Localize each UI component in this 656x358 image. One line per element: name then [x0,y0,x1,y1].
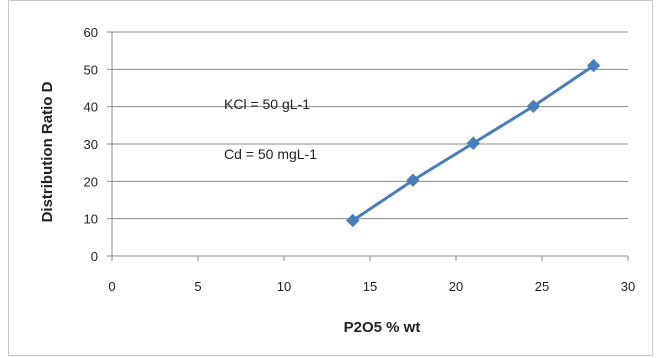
y-tick-label: 20 [84,174,98,189]
data-point [586,58,601,73]
y-tick-label: 60 [84,25,98,40]
annotation-text: Cd = 50 mgL-1 [224,146,317,162]
y-tick-label: 40 [84,100,98,115]
x-tick-label: 10 [277,279,291,294]
data-point [466,136,480,150]
x-tick-label: 30 [621,279,635,294]
y-tick-label: 50 [84,62,98,77]
x-tick-label: 15 [363,279,377,294]
x-tick-label: 0 [108,279,115,294]
y-tick-label: 30 [84,137,98,152]
x-tick-label: 5 [194,279,201,294]
x-axis-title: P2O5 % wt [344,319,421,336]
y-tick-label: 0 [91,249,98,264]
chart-area [8,0,653,356]
x-tick-label: 25 [535,279,549,294]
data-point [526,99,541,114]
data-point [406,173,420,187]
y-axis-title: Distribution Ratio D [39,81,56,222]
x-tick-label: 20 [449,279,463,294]
y-tick-label: 10 [84,212,98,227]
data-point [346,213,360,228]
annotation-text: KCl = 50 gL-1 [224,96,310,112]
